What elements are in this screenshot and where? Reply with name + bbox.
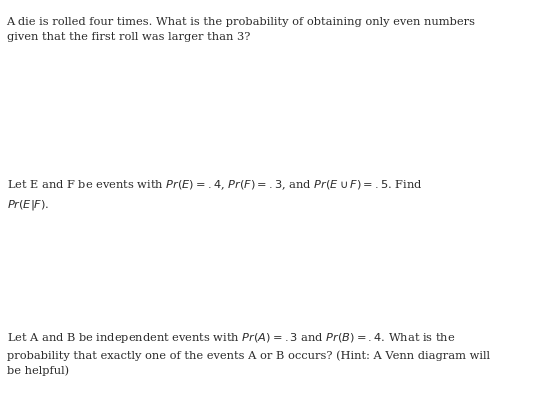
- Text: A die is rolled four times. What is the probability of obtaining only even numbe: A die is rolled four times. What is the …: [7, 17, 476, 42]
- Text: Let A and B be independent events with $Pr(A) = .3$ and $Pr(B) = .4$. What is th: Let A and B be independent events with $…: [7, 331, 490, 376]
- Text: Let E and F be events with $Pr(E) = .4$, $Pr(F) = .3$, and $Pr(E \cup F) = .5$. : Let E and F be events with $Pr(E) = .4$,…: [7, 179, 422, 212]
